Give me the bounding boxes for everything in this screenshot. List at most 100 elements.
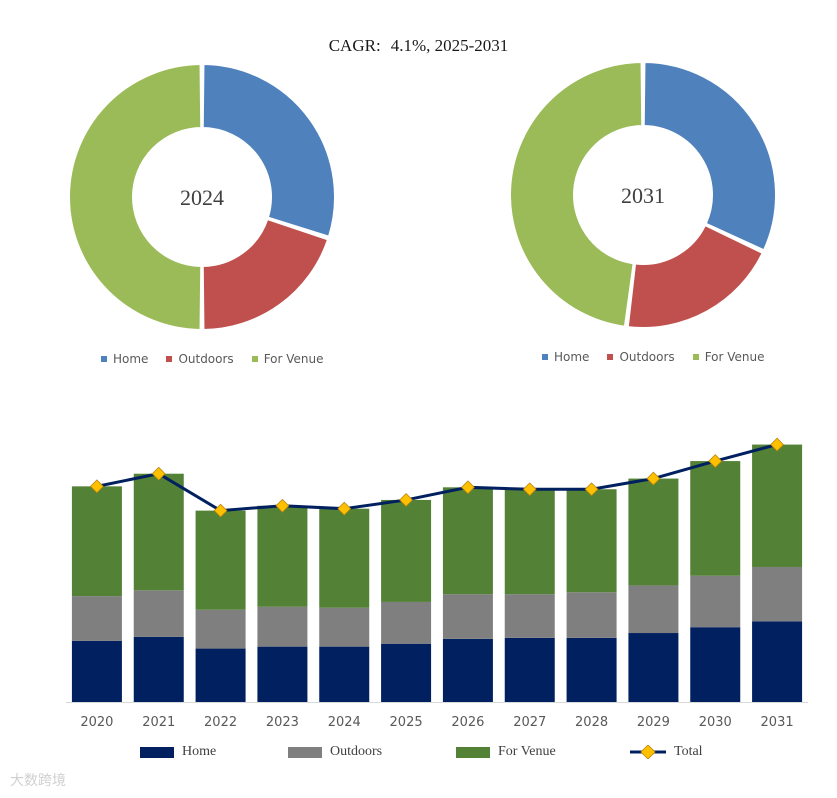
- legend-venue: For Venue: [251, 352, 324, 366]
- bar-2029-for-venue: [628, 478, 679, 586]
- bar-2021-home: [133, 636, 184, 702]
- total-marker-2024: [337, 501, 352, 516]
- legend-home: Home: [542, 350, 589, 364]
- legend-bar-total: Total: [630, 744, 703, 760]
- donut-2031-center-label: 2031: [621, 183, 665, 208]
- bar-2030-for-venue: [690, 461, 741, 576]
- bar-2024-outdoors: [319, 607, 370, 647]
- legend-label-outdoors: Outdoors: [178, 352, 234, 366]
- bar-2022-outdoors: [195, 609, 246, 649]
- total-marker-2020: [89, 479, 104, 494]
- legend-total-icon: [630, 745, 666, 759]
- bar-2026-home: [442, 638, 493, 702]
- x-tick-label: 2021: [142, 715, 175, 730]
- x-tick-label: 2024: [328, 715, 361, 730]
- legend-bar-venue: For Venue: [456, 744, 556, 760]
- legend-swatch-outdoors: [288, 746, 322, 758]
- legend-label-home: Home: [113, 352, 149, 366]
- bar-2021-for-venue: [133, 473, 184, 591]
- total-marker-2027: [522, 482, 537, 497]
- bar-2020-home: [71, 640, 122, 702]
- x-tick-label: 2031: [761, 715, 794, 730]
- total-marker-2028: [584, 482, 599, 497]
- total-marker-2029: [646, 471, 661, 486]
- bar-2031-for-venue: [752, 444, 803, 567]
- bar-2023-for-venue: [257, 505, 308, 607]
- x-tick-label: 2023: [266, 715, 299, 730]
- bar-2031-outdoors: [752, 566, 803, 622]
- legend-swatch-home: [542, 354, 548, 360]
- x-tick-label: 2029: [637, 715, 670, 730]
- legend-bar-outdoors: Outdoors: [288, 744, 382, 760]
- total-marker-2022: [213, 503, 228, 518]
- x-tick-label: 2020: [80, 715, 113, 730]
- total-marker-2031: [770, 437, 785, 452]
- legend-swatch-venue: [251, 356, 258, 362]
- bar-2028-home: [566, 637, 617, 702]
- legend-outdoors: Outdoors: [607, 350, 675, 364]
- bar-2024-home: [319, 646, 370, 702]
- donut-2024-center-label: 2024: [180, 185, 224, 210]
- legend-outdoors: Outdoors: [166, 352, 234, 366]
- legend-label-home: Home: [182, 744, 217, 759]
- legend-swatch-outdoors: [166, 356, 173, 362]
- total-marker-2021: [151, 466, 166, 481]
- legend-swatch-outdoors: [607, 354, 614, 360]
- x-tick-label: 2027: [513, 715, 546, 730]
- legend-label-outdoors: Outdoors: [619, 350, 675, 364]
- watermark: 大数跨境: [10, 773, 66, 789]
- bar-2027-home: [504, 637, 555, 702]
- total-marker-2025: [399, 493, 414, 507]
- legend-swatch-home: [101, 356, 107, 362]
- legend-venue: For Venue: [692, 350, 765, 364]
- bar-chart-legend: Home Outdoors For Venue Total: [0, 744, 837, 766]
- donut-2024-segment-for-venue: [67, 62, 203, 332]
- bar-2022-home: [195, 648, 246, 702]
- x-tick-label: 2026: [451, 715, 484, 730]
- legend-swatch-home: [140, 746, 174, 758]
- bar-2030-outdoors: [690, 575, 741, 628]
- legend-swatch-venue: [456, 746, 490, 758]
- x-tick-label: 2030: [699, 715, 732, 730]
- donut-2031-segment-outdoors: [626, 223, 765, 329]
- total-line: [96, 443, 778, 513]
- total-marker-2030: [708, 454, 723, 469]
- bar-2029-home: [628, 633, 679, 702]
- bar-2021-outdoors: [133, 590, 184, 637]
- legend-label-total: Total: [674, 744, 703, 759]
- bar-2023-outdoors: [257, 606, 308, 647]
- legend-label-home: Home: [554, 350, 590, 364]
- donut-charts: 2024 2031: [67, 60, 777, 332]
- donut-2031-legend: Home Outdoors For Venue: [542, 350, 765, 364]
- donut-2024-segment-home: [201, 62, 336, 238]
- cagr-title: CAGR: 4.1%, 2025-2031: [0, 36, 837, 56]
- donut-2024-segment-outdoors: [201, 217, 330, 332]
- cagr-label: CAGR:: [328, 36, 381, 55]
- legend-label-venue: For Venue: [498, 744, 556, 759]
- donut-2031-segment-for-venue: [509, 60, 644, 328]
- bar-2030-home: [690, 627, 741, 702]
- legend-label-outdoors: Outdoors: [330, 744, 383, 759]
- legend-swatch-venue: [692, 354, 699, 360]
- bar-2029-outdoors: [628, 585, 679, 634]
- bar-2027-for-venue: [504, 489, 555, 595]
- bar-2026-outdoors: [442, 594, 493, 639]
- bar-2025-for-venue: [381, 499, 432, 602]
- bar-2022-for-venue: [195, 510, 246, 610]
- x-tick-label: 2028: [575, 715, 608, 730]
- bar-2027-outdoors: [504, 594, 555, 638]
- bar-2028-outdoors: [566, 592, 617, 638]
- bar-2020-for-venue: [71, 486, 122, 597]
- legend-label-venue: For Venue: [263, 352, 324, 366]
- bar-2025-outdoors: [381, 601, 432, 644]
- legend-home: Home: [101, 352, 148, 366]
- total-marker-2026: [460, 480, 475, 495]
- bar-2026-for-venue: [442, 487, 493, 595]
- bar-2028-for-venue: [566, 489, 617, 593]
- x-tick-label: 2022: [204, 715, 237, 730]
- x-tick-label: 2025: [390, 715, 423, 730]
- bar-2031-home: [752, 621, 803, 702]
- bar-2020-outdoors: [71, 596, 122, 641]
- donut-2031-segment-home: [642, 60, 777, 252]
